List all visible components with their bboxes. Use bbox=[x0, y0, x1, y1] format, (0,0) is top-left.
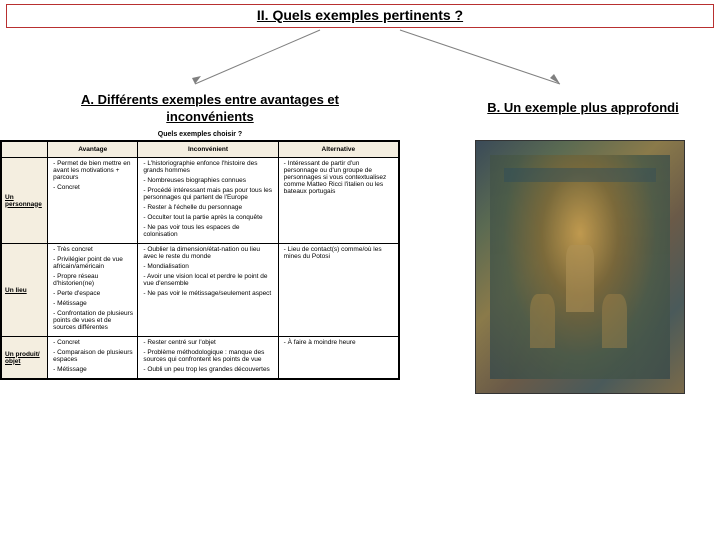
cell-r1-alternative: Intéressant de partir d'un personnage ou… bbox=[278, 158, 398, 244]
artwork-band bbox=[504, 168, 655, 181]
comparison-table: Avantage Inconvénient Alternative Un per… bbox=[0, 140, 400, 380]
list-item: Procédé intéressant mais pas pour tous l… bbox=[143, 187, 274, 201]
list-item: Très concret bbox=[53, 246, 134, 253]
list-item: Ne pas voir tous les espaces de colonisa… bbox=[143, 224, 274, 238]
list-item: Métissage bbox=[53, 366, 134, 373]
main-title: II. Quels exemples pertinents ? bbox=[257, 7, 463, 23]
list-item: Intéressant de partir d'un personnage ou… bbox=[284, 160, 395, 195]
artwork-figure bbox=[566, 245, 595, 312]
list-item: Concret bbox=[53, 339, 134, 346]
list-item: Oublier la dimension/état-nation ou lieu… bbox=[143, 246, 274, 260]
cell-r1-inconvenient: L'historiographie enfonce l'histoire des… bbox=[138, 158, 278, 244]
list-item: Concret bbox=[53, 184, 134, 191]
subtitle-a: A. Différents exemples entre avantages e… bbox=[40, 92, 380, 126]
artwork-figure bbox=[530, 294, 555, 348]
cell-r2-avantage: Très concret Privilégier point de vue af… bbox=[48, 244, 138, 337]
list-item: Comparaison de plusieurs espaces bbox=[53, 349, 134, 363]
row-label-lieu: Un lieu bbox=[2, 244, 48, 337]
list-item: Problème méthodologique : manque des sou… bbox=[143, 349, 274, 363]
list-item: Permet de bien mettre en avant les motiv… bbox=[53, 160, 134, 181]
artwork-figure bbox=[602, 294, 627, 348]
header-inconvenient: Inconvénient bbox=[138, 142, 278, 158]
cell-r2-alternative: Lieu de contact(s) comme/où les mines du… bbox=[278, 244, 398, 337]
list-item: Privilégier point de vue africain/améric… bbox=[53, 256, 134, 270]
header-avantage: Avantage bbox=[48, 142, 138, 158]
row-label-personnage: Un personnage bbox=[2, 158, 48, 244]
cell-r3-alternative: À faire à moindre heure bbox=[278, 337, 398, 379]
list-item: Ne pas voir le métissage/seulement aspec… bbox=[143, 290, 274, 297]
list-item: À faire à moindre heure bbox=[284, 339, 395, 346]
row-label-produit: Un produit/ objet bbox=[2, 337, 48, 379]
artwork-inner bbox=[490, 155, 670, 379]
cell-r1-avantage: Permet de bien mettre en avant les motiv… bbox=[48, 158, 138, 244]
list-item: Propre réseau d'historien(ne) bbox=[53, 273, 134, 287]
list-item: Confrontation de plusieurs points de vue… bbox=[53, 310, 134, 331]
subtitle-b: B. Un exemple plus approfondi bbox=[456, 100, 710, 115]
list-item: Avoir une vision local et perdre le poin… bbox=[143, 273, 274, 287]
list-item: Oubli un peu trop les grandes découverte… bbox=[143, 366, 274, 373]
cell-r3-avantage: Concret Comparaison de plusieurs espaces… bbox=[48, 337, 138, 379]
table-row: Un lieu Très concret Privilégier point d… bbox=[2, 244, 399, 337]
cell-r3-inconvenient: Rester centré sur l'objet Problème métho… bbox=[138, 337, 278, 379]
list-item: Métissage bbox=[53, 300, 134, 307]
list-item: Rester à l'échelle du personnage bbox=[143, 204, 274, 211]
list-item: L'historiographie enfonce l'histoire des… bbox=[143, 160, 274, 174]
header-blank bbox=[2, 142, 48, 158]
artwork-image bbox=[475, 140, 685, 394]
main-title-box: II. Quels exemples pertinents ? bbox=[6, 4, 714, 28]
cell-r2-inconvenient: Oublier la dimension/état-nation ou lieu… bbox=[138, 244, 278, 337]
table-row: Un personnage Permet de bien mettre en a… bbox=[2, 158, 399, 244]
list-item: Nombreuses biographies connues bbox=[143, 177, 274, 184]
list-item: Rester centré sur l'objet bbox=[143, 339, 274, 346]
list-item: Lieu de contact(s) comme/où les mines du… bbox=[284, 246, 395, 260]
connector-arrows bbox=[0, 28, 720, 88]
table-caption: Quels exemples choisir ? bbox=[130, 131, 270, 138]
list-item: Mondialisation bbox=[143, 263, 274, 270]
table-row: Un produit/ objet Concret Comparaison de… bbox=[2, 337, 399, 379]
list-item: Perte d'espace bbox=[53, 290, 134, 297]
header-alternative: Alternative bbox=[278, 142, 398, 158]
list-item: Occulter tout la partie après la conquêt… bbox=[143, 214, 274, 221]
table-header-row: Avantage Inconvénient Alternative bbox=[2, 142, 399, 158]
